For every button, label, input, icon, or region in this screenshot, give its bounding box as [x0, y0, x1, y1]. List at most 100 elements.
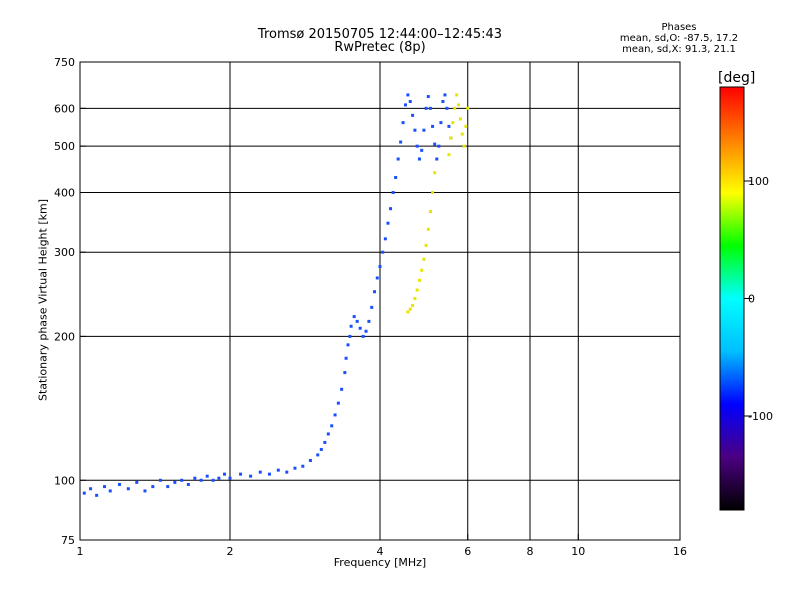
data-point-o [103, 485, 107, 489]
data-point-x [462, 144, 466, 148]
data-point-x [453, 106, 457, 110]
data-point-o [396, 157, 400, 161]
data-point-o [406, 93, 410, 97]
data-point-o [95, 493, 99, 497]
data-point-o [193, 476, 197, 480]
data-point-o [228, 476, 232, 480]
data-point-o [403, 103, 407, 107]
x-tick-label: 8 [527, 545, 534, 558]
data-point-x [433, 171, 437, 175]
axis-ticks: 1 2 4 6 8 10 16 75 100 200 300 400 500 600 750 [54, 56, 687, 558]
data-point-o [205, 474, 209, 478]
data-point-o [348, 334, 352, 338]
chart-subtitle: RwPretec (8p) [334, 40, 426, 55]
data-point-o [413, 128, 417, 132]
data-point-o [422, 128, 426, 132]
phase-stats-heading: Phases [661, 22, 697, 33]
data-point-x [413, 297, 417, 301]
data-point-o [158, 478, 162, 482]
data-point-o [173, 480, 177, 484]
data-point-x [431, 190, 435, 194]
colorbar-tick-label: 0 [748, 293, 755, 306]
data-point-o [364, 329, 368, 333]
colorbar [719, 86, 745, 511]
data-point-o [386, 221, 390, 225]
data-point-o [319, 447, 323, 451]
data-point-o [383, 237, 387, 241]
data-point-o [89, 487, 93, 491]
data-point-o [323, 440, 327, 444]
x-tick-label: 1 [77, 545, 84, 558]
data-point-o [330, 424, 334, 428]
data-point-o [346, 343, 350, 347]
data-point-o [180, 478, 184, 482]
data-point-o [217, 476, 221, 480]
data-point-o [186, 482, 190, 486]
data-point-o [428, 106, 432, 110]
data-point-o [381, 250, 385, 254]
data-point-o [367, 319, 371, 323]
phase-stats: Phases mean, sd,O: -87.5, 17.2 mean, sd,… [604, 22, 754, 55]
data-point-o [415, 144, 419, 148]
data-point-x [449, 136, 453, 140]
data-point-o [417, 157, 421, 161]
data-point-o [340, 387, 344, 391]
x-axis-label: Frequency [MHz] [333, 556, 427, 569]
data-point-o [344, 356, 348, 360]
data-point-o [447, 124, 451, 128]
data-point-x [466, 106, 470, 110]
data-point-o [411, 113, 415, 117]
data-points [82, 93, 470, 497]
data-point-o [166, 485, 170, 489]
y-tick-label: 300 [54, 246, 75, 259]
data-point-o [293, 466, 297, 470]
data-point-o [443, 93, 447, 97]
data-point-o [378, 265, 382, 269]
data-point-o [394, 175, 398, 179]
phase-stats-o: mean, sd,O: -87.5, 17.2 [619, 33, 739, 44]
phase-stats-x: mean, sd,X: 91.3, 21.1 [622, 44, 736, 55]
data-point-o [249, 474, 253, 478]
data-point-x [420, 268, 424, 272]
data-point-o [401, 121, 405, 125]
chart-title: Tromsø 20150705 12:44:00–12:45:43 [257, 27, 503, 42]
data-point-o [267, 472, 271, 476]
data-point-o [211, 478, 215, 482]
data-point-x [451, 121, 455, 125]
data-point-x [426, 227, 430, 231]
y-tick-label: 400 [54, 186, 75, 199]
y-tick-label: 600 [54, 102, 75, 115]
data-point-o [199, 478, 203, 482]
data-point-o [441, 100, 445, 104]
data-point-o [343, 371, 347, 375]
data-point-x [408, 307, 412, 311]
colorbar-tick-label: -100 [748, 410, 773, 423]
data-point-x [457, 103, 461, 107]
data-point-o [316, 453, 320, 457]
x-tick-label: 2 [227, 545, 234, 558]
y-tick-label: 100 [54, 474, 75, 487]
data-point-o [285, 470, 289, 474]
data-point-o [437, 144, 441, 148]
data-point-o [82, 491, 86, 495]
data-point-o [151, 485, 155, 489]
data-point-x [455, 93, 459, 97]
data-point-o [420, 148, 424, 152]
data-point-x [464, 124, 468, 128]
data-point-o [426, 95, 430, 99]
y-tick-label: 75 [61, 534, 75, 547]
x-tick-label: 6 [464, 545, 471, 558]
data-point-o [135, 480, 139, 484]
data-point-x [428, 210, 432, 214]
data-point-o [333, 413, 337, 417]
data-point-x [406, 310, 410, 314]
data-point-o [399, 140, 403, 144]
data-point-o [301, 464, 305, 468]
colorbar-ticks: 100 0 -100 [744, 175, 773, 423]
data-point-o [117, 482, 121, 486]
data-point-o [223, 472, 227, 476]
data-point-x [447, 153, 451, 157]
data-point-o [349, 324, 353, 328]
data-point-o [258, 470, 262, 474]
